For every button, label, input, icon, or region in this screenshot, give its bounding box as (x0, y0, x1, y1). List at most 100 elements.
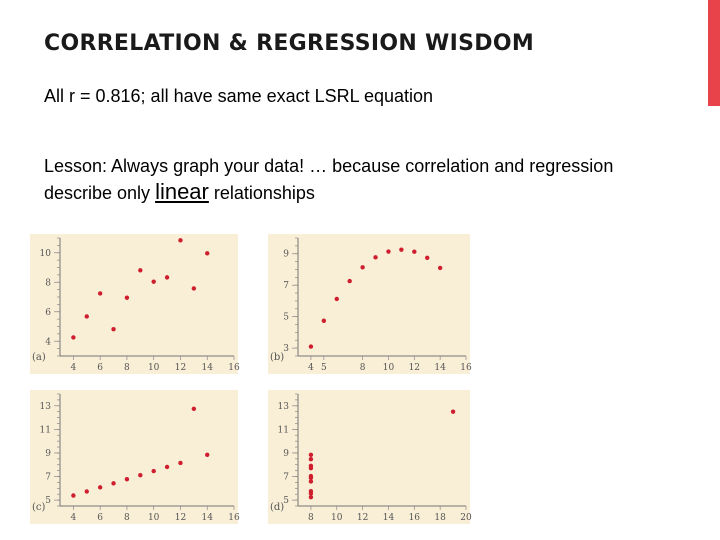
x-tick-label: 4 (308, 363, 314, 373)
data-point (97, 291, 103, 296)
lesson-pre: Lesson: Always graph your data! … becaus… (44, 156, 614, 203)
data-point (360, 265, 365, 270)
data-point (412, 249, 417, 254)
x-tick-label: 10 (148, 363, 160, 373)
data-point (124, 295, 130, 300)
x-tick-label: 18 (434, 513, 446, 523)
y-tick-label: 3 (283, 344, 289, 354)
data-point (321, 318, 327, 323)
data-point (437, 265, 443, 271)
plot-background (30, 234, 238, 374)
r-statement: All r = 0.816; all have same exact LSRL … (44, 86, 434, 106)
data-point (84, 314, 89, 319)
data-point (97, 485, 103, 490)
data-point (450, 409, 456, 414)
x-tick-label: 10 (331, 513, 343, 523)
y-tick-label: 13 (278, 402, 290, 412)
data-point (308, 456, 314, 462)
data-point (308, 463, 314, 468)
x-tick-label: 16 (228, 363, 240, 373)
x-tick-label: 6 (97, 513, 103, 523)
x-tick-label: 14 (434, 363, 446, 373)
lesson-emphasis: linear (155, 179, 209, 204)
y-tick-label: 7 (283, 473, 289, 483)
x-tick-label: 16 (228, 513, 240, 523)
x-tick-label: 4 (71, 363, 77, 373)
data-point (178, 238, 183, 243)
plot-background (30, 390, 238, 524)
x-tick-label: 8 (124, 513, 130, 523)
x-tick-label: 8 (360, 363, 366, 373)
data-point (164, 275, 170, 280)
scatter-panel-1: 4 6 8 10 12 14 16 4 6 8 10 (a) (30, 234, 240, 374)
data-point (347, 278, 352, 284)
y-tick-label: 6 (45, 308, 51, 318)
x-tick-label: 14 (383, 513, 395, 523)
scatter-panel-4: 8 10 12 14 16 18 20 5 7 9 11 13 (d) (268, 390, 472, 524)
x-tick-label: 10 (148, 513, 160, 523)
x-tick-label: 12 (175, 513, 186, 523)
y-tick-label: 5 (45, 496, 51, 506)
data-point (308, 494, 314, 500)
x-tick-label: 12 (409, 363, 420, 373)
data-point (425, 255, 430, 261)
anscombe-panels: 4 6 8 10 12 14 16 4 6 8 10 (a) 4 5 8 10 12 14 16 3 5 7 9 (b) 4 6 8… (28, 222, 478, 532)
panel-label: (b) (270, 352, 284, 363)
panel-label: (d) (270, 502, 284, 513)
panel-label: (c) (32, 502, 46, 513)
y-tick-label: 9 (283, 449, 289, 459)
y-tick-label: 4 (45, 337, 51, 347)
data-point (334, 296, 339, 302)
y-tick-label: 9 (283, 250, 289, 260)
data-point (71, 493, 76, 498)
y-tick-label: 7 (283, 281, 289, 291)
data-point (138, 473, 143, 478)
x-tick-label: 14 (202, 363, 214, 373)
y-tick-label: 8 (45, 278, 51, 288)
scatter-panel-3: 4 6 8 10 12 14 16 5 7 9 11 13 (c) (30, 390, 240, 524)
x-tick-label: 16 (409, 513, 421, 523)
x-tick-label: 10 (383, 363, 395, 373)
x-tick-label: 8 (124, 363, 130, 373)
y-tick-label: 7 (45, 473, 51, 483)
data-point (308, 473, 314, 479)
data-point (111, 326, 116, 332)
x-tick-label: 16 (460, 363, 472, 373)
data-point (308, 344, 314, 349)
data-point (399, 247, 404, 252)
data-point (178, 460, 183, 466)
lesson-post: relationships (208, 183, 315, 203)
y-tick-label: 10 (40, 249, 52, 259)
data-point (308, 452, 314, 458)
x-tick-label: 12 (175, 363, 186, 373)
data-point (386, 249, 391, 254)
data-point (308, 488, 314, 494)
lesson-text: Lesson: Always graph your data! … becaus… (44, 154, 684, 206)
x-tick-label: 4 (71, 513, 77, 523)
data-point (71, 335, 76, 340)
plot-background (268, 234, 470, 374)
data-point (191, 406, 197, 412)
x-tick-label: 20 (460, 513, 472, 523)
x-tick-label: 12 (357, 513, 368, 523)
data-point (84, 489, 89, 494)
y-tick-label: 9 (45, 449, 51, 459)
x-tick-label: 8 (308, 513, 314, 523)
data-point (308, 479, 314, 484)
data-point (164, 464, 170, 470)
data-point (151, 279, 156, 284)
slide-title: CORRELATION & REGRESSION WISDOM (44, 31, 535, 56)
y-tick-label: 11 (40, 425, 51, 435)
data-point (205, 251, 210, 256)
x-tick-label: 6 (97, 363, 103, 373)
plot-background (268, 390, 470, 524)
x-tick-label: 14 (202, 513, 214, 523)
y-tick-label: 5 (283, 496, 289, 506)
data-point (191, 286, 197, 291)
data-point (138, 268, 143, 273)
x-tick-label: 5 (321, 363, 327, 373)
data-point (205, 452, 210, 458)
y-tick-label: 5 (283, 313, 289, 323)
